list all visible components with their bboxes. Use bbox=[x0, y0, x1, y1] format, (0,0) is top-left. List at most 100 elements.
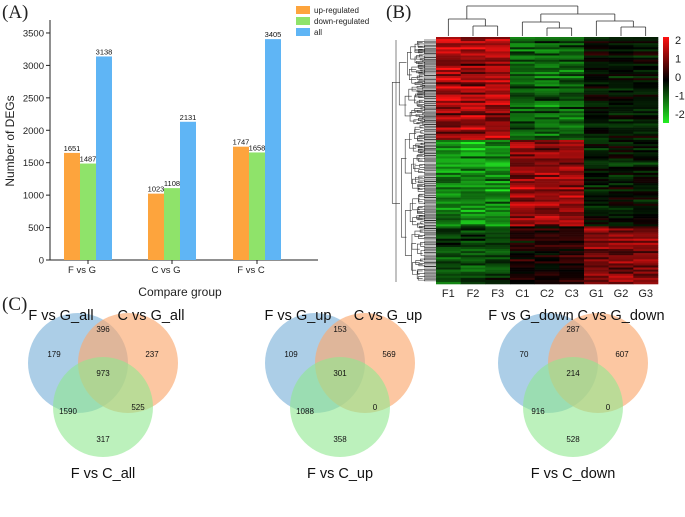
heatmap-cell bbox=[608, 137, 634, 141]
bar-value-label: 2131 bbox=[180, 113, 197, 122]
venn-diagram: F vs G_down C vs G_down F vs C_down 70 287 60… bbox=[488, 308, 664, 482]
dendrogram-branch bbox=[419, 229, 426, 233]
bar-value-label: 1487 bbox=[80, 155, 97, 164]
heatmap-cell bbox=[485, 135, 511, 139]
heatmap-cell bbox=[534, 113, 560, 116]
venn-region-count: 1590 bbox=[59, 407, 77, 416]
heatmap-cell bbox=[534, 275, 560, 279]
heatmap-cell bbox=[485, 152, 511, 155]
venn-set-label-c: F vs C_up bbox=[307, 466, 373, 482]
heatmap-cell bbox=[485, 86, 511, 89]
heatmap: F1 F2 F3 C1 C2 C3 G1 G2 G3 2 1 0 -1 -2 bbox=[391, 5, 685, 300]
heatmap-cell bbox=[584, 174, 609, 178]
heatmap-cell bbox=[436, 47, 461, 50]
heatmap-cell bbox=[534, 61, 560, 65]
heatmap-cell bbox=[510, 96, 535, 100]
heatmap-cell bbox=[559, 176, 585, 180]
heatmap-cell bbox=[510, 244, 535, 248]
heatmap-cell bbox=[510, 86, 535, 89]
heatmap-cell bbox=[436, 234, 461, 237]
heatmap-cell bbox=[485, 55, 511, 58]
heatmap-cell bbox=[608, 94, 634, 97]
heatmap-cell bbox=[559, 117, 585, 120]
heatmap-cell bbox=[485, 203, 511, 207]
heatmap-cell bbox=[510, 37, 535, 40]
heatmap-cell bbox=[510, 146, 535, 149]
heatmap-cell bbox=[485, 240, 511, 244]
heatmap-cell bbox=[436, 129, 461, 132]
heatmap-cell bbox=[584, 259, 609, 262]
heatmap-cell bbox=[559, 96, 585, 100]
heatmap-cell bbox=[608, 162, 634, 165]
heatmap-cell bbox=[436, 275, 461, 279]
heatmap-cell bbox=[436, 127, 461, 130]
heatmap-cell bbox=[608, 166, 634, 170]
heatmap-cell bbox=[436, 232, 461, 235]
heatmap-cell bbox=[510, 67, 535, 71]
heatmap-cell bbox=[608, 271, 634, 275]
heatmap-cell bbox=[510, 119, 535, 122]
venn-region-count: 525 bbox=[131, 403, 145, 412]
heatmap-cell bbox=[633, 133, 659, 137]
dendrogram-branch bbox=[411, 243, 417, 271]
heatmap-cell bbox=[559, 104, 585, 108]
heatmap-cell bbox=[608, 135, 634, 139]
heatmap-cell bbox=[485, 172, 511, 176]
heatmap-cell bbox=[608, 207, 634, 211]
dendrogram-branch bbox=[409, 133, 417, 149]
heatmap-cell bbox=[584, 253, 609, 256]
heatmap-cell bbox=[436, 121, 461, 124]
heatmap-cell bbox=[510, 139, 535, 143]
heatmap-cell bbox=[485, 164, 511, 167]
heatmap-cell bbox=[534, 259, 560, 262]
heatmap-cell bbox=[559, 129, 585, 132]
column-dendrogram bbox=[447, 5, 647, 36]
heatmap-cell bbox=[460, 189, 486, 192]
dendrogram-branch bbox=[417, 40, 426, 45]
dendrogram-branch bbox=[419, 115, 426, 118]
heatmap-cell bbox=[559, 240, 585, 244]
heatmap-cell bbox=[633, 131, 659, 135]
heatmap-cell bbox=[485, 59, 511, 62]
heatmap-cell bbox=[559, 222, 585, 225]
heatmap-cell bbox=[559, 218, 585, 221]
heatmap-cell bbox=[436, 273, 461, 277]
heatmap-cell bbox=[485, 39, 511, 42]
heatmap-cell bbox=[510, 220, 535, 223]
heatmap-cell bbox=[534, 104, 560, 108]
heatmap-cell bbox=[608, 238, 634, 242]
heatmap-cell bbox=[559, 220, 585, 223]
dendrogram-branch bbox=[417, 42, 423, 48]
dendrogram-branch bbox=[420, 107, 426, 110]
heatmap-cell bbox=[633, 160, 659, 163]
heatmap-cell bbox=[559, 156, 585, 159]
dendrogram-branch bbox=[419, 58, 426, 61]
heatmap-cell bbox=[534, 80, 560, 83]
dendrogram-branch bbox=[417, 207, 423, 213]
heatmap-cell bbox=[436, 76, 461, 79]
legend-swatch bbox=[296, 28, 310, 36]
heatmap-cell bbox=[485, 121, 511, 124]
heatmap-cell bbox=[608, 154, 634, 157]
heatmap-cell bbox=[460, 109, 486, 112]
heatmap-cell bbox=[460, 82, 486, 85]
dendrogram-branch bbox=[416, 70, 423, 74]
heatmap-cell bbox=[534, 53, 560, 56]
heatmap-cell bbox=[510, 144, 535, 147]
dendrogram-branch bbox=[420, 142, 426, 145]
dendrogram-branch bbox=[420, 130, 426, 134]
heatmap-cell bbox=[436, 179, 461, 182]
heatmap-cell bbox=[584, 189, 609, 192]
heatmap-cell bbox=[436, 51, 461, 54]
heatmap-cell bbox=[608, 263, 634, 266]
heatmap-cell bbox=[608, 259, 634, 262]
heatmap-cell bbox=[485, 133, 511, 137]
heatmap-cell bbox=[559, 203, 585, 207]
heatmap-cell bbox=[633, 98, 659, 102]
heatmap-cell bbox=[534, 228, 560, 231]
heatmap-cell bbox=[460, 271, 486, 275]
heatmap-cell bbox=[510, 281, 535, 285]
dendrogram-branch bbox=[417, 145, 426, 149]
heatmap-cell bbox=[608, 214, 634, 217]
heatmap-cell bbox=[608, 100, 634, 104]
